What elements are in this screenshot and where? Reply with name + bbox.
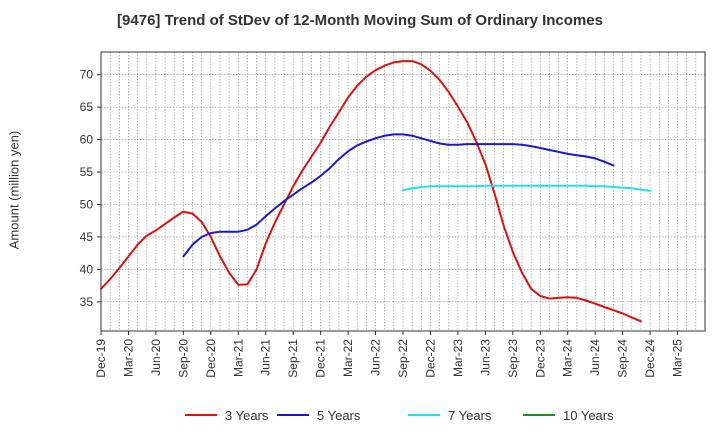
x-tick-label: Mar-25 bbox=[671, 339, 685, 377]
y-tick-label: 65 bbox=[80, 100, 94, 114]
y-axis-ticks: 35 40 45 50 55 60 65 70 bbox=[80, 68, 101, 309]
legend-label: 5 Years bbox=[317, 408, 361, 423]
series-line-5-years bbox=[182, 133, 615, 258]
y-tick-label: 40 bbox=[80, 262, 94, 276]
x-tick-label: Mar-24 bbox=[561, 339, 575, 377]
x-tick-label: Dec-20 bbox=[204, 339, 218, 378]
x-tick-label: Sep-20 bbox=[176, 339, 190, 378]
series-lines bbox=[100, 60, 652, 323]
x-tick-label: Dec-19 bbox=[94, 339, 108, 378]
x-tick-label: Dec-22 bbox=[423, 339, 437, 378]
x-tick-label: Jun-22 bbox=[369, 339, 383, 376]
x-tick-label: Mar-23 bbox=[451, 339, 465, 377]
x-tick-label: Sep-21 bbox=[286, 339, 300, 378]
x-tick-label: Mar-20 bbox=[121, 339, 135, 377]
x-tick-label: Jun-20 bbox=[149, 339, 163, 376]
x-axis-ticks: Dec-19 Mar-20 Jun-20 Sep-20 Dec-20 Mar-21 Jun-… bbox=[94, 331, 685, 378]
x-tick-label: Sep-23 bbox=[506, 339, 520, 378]
x-tick-label: Dec-21 bbox=[314, 339, 328, 378]
legend: 3 Years 5 Years 7 Years 10 Years bbox=[185, 408, 614, 423]
x-tick-label: Jun-21 bbox=[259, 339, 273, 376]
y-tick-label: 60 bbox=[80, 133, 94, 147]
x-tick-label: Jun-24 bbox=[588, 339, 602, 376]
plot-area-frame bbox=[100, 51, 706, 332]
grid-lines bbox=[101, 52, 705, 331]
y-axis-label: Amount (million yen) bbox=[6, 130, 22, 250]
x-tick-label: Sep-24 bbox=[616, 339, 630, 378]
y-tick-label: 70 bbox=[80, 68, 94, 82]
x-tick-label: Mar-21 bbox=[231, 339, 245, 377]
x-tick-label: Jun-23 bbox=[478, 339, 492, 376]
series-line-7-years bbox=[402, 184, 652, 192]
y-tick-label: 35 bbox=[80, 295, 94, 309]
legend-label: 3 Years bbox=[225, 408, 269, 423]
y-tick-label: 45 bbox=[80, 230, 94, 244]
legend-label: 10 Years bbox=[563, 408, 614, 423]
y-tick-label: 55 bbox=[80, 165, 94, 179]
series-line-3-years bbox=[100, 60, 642, 323]
y-tick-label: 50 bbox=[80, 197, 94, 211]
x-tick-label: Mar-22 bbox=[341, 339, 355, 377]
x-tick-label: Dec-24 bbox=[643, 339, 657, 378]
x-tick-label: Sep-22 bbox=[396, 339, 410, 378]
legend-label: 7 Years bbox=[448, 408, 492, 423]
chart-title: [9476] Trend of StDev of 12-Month Moving… bbox=[117, 12, 603, 29]
x-tick-label: Dec-23 bbox=[533, 339, 547, 378]
